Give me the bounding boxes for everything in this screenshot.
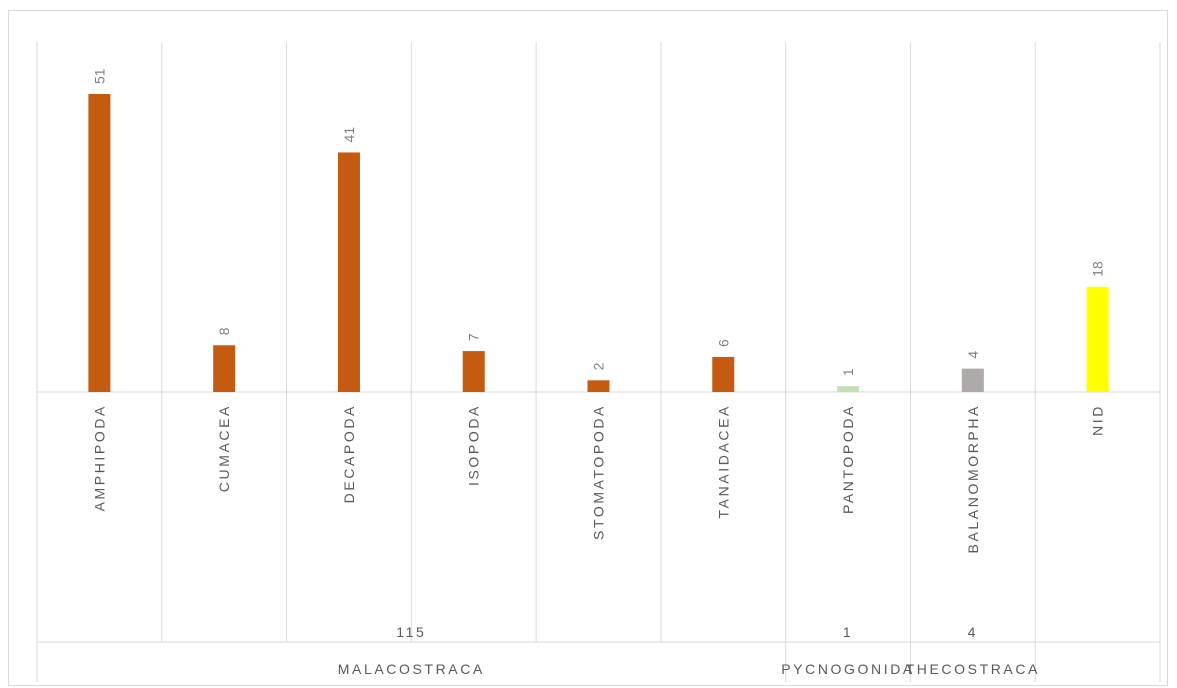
group-total: 115	[396, 624, 426, 640]
bar	[837, 386, 860, 392]
category-label: ISOPODA	[466, 404, 482, 486]
data-label: 41	[341, 127, 357, 143]
category-label: AMPHIPODA	[91, 404, 107, 511]
category-label: STOMATOPODA	[591, 404, 607, 540]
bar	[213, 345, 236, 392]
group-label: MALACOSTRACA	[338, 661, 485, 677]
bar	[337, 152, 360, 392]
category-label: NID	[1090, 404, 1106, 436]
category-label: PANTOPODA	[840, 404, 856, 514]
group-label: THECOSTRACA	[906, 661, 1040, 677]
data-label: 2	[591, 362, 607, 370]
data-label: 7	[466, 333, 482, 341]
data-label: 51	[91, 68, 107, 84]
category-label: BALANOMORPHA	[965, 404, 981, 553]
data-label: 4	[965, 351, 981, 359]
bar	[961, 368, 984, 392]
category-label: TANAIDACEA	[715, 404, 731, 518]
data-label: 1	[840, 368, 856, 376]
group-total: 1	[843, 624, 853, 640]
bar	[1086, 286, 1109, 392]
chart-area	[8, 10, 1168, 686]
bar	[462, 351, 485, 392]
group-total: 4	[968, 624, 978, 640]
bar	[587, 380, 610, 392]
category-label: CUMACEA	[216, 404, 232, 492]
group-label: PYCNOGONIDA	[781, 661, 915, 677]
data-label: 18	[1090, 261, 1106, 277]
data-label: 6	[715, 339, 731, 347]
category-label: DECAPODA	[341, 404, 357, 503]
bar	[88, 94, 111, 392]
data-label: 8	[216, 327, 232, 335]
bar	[712, 356, 735, 392]
